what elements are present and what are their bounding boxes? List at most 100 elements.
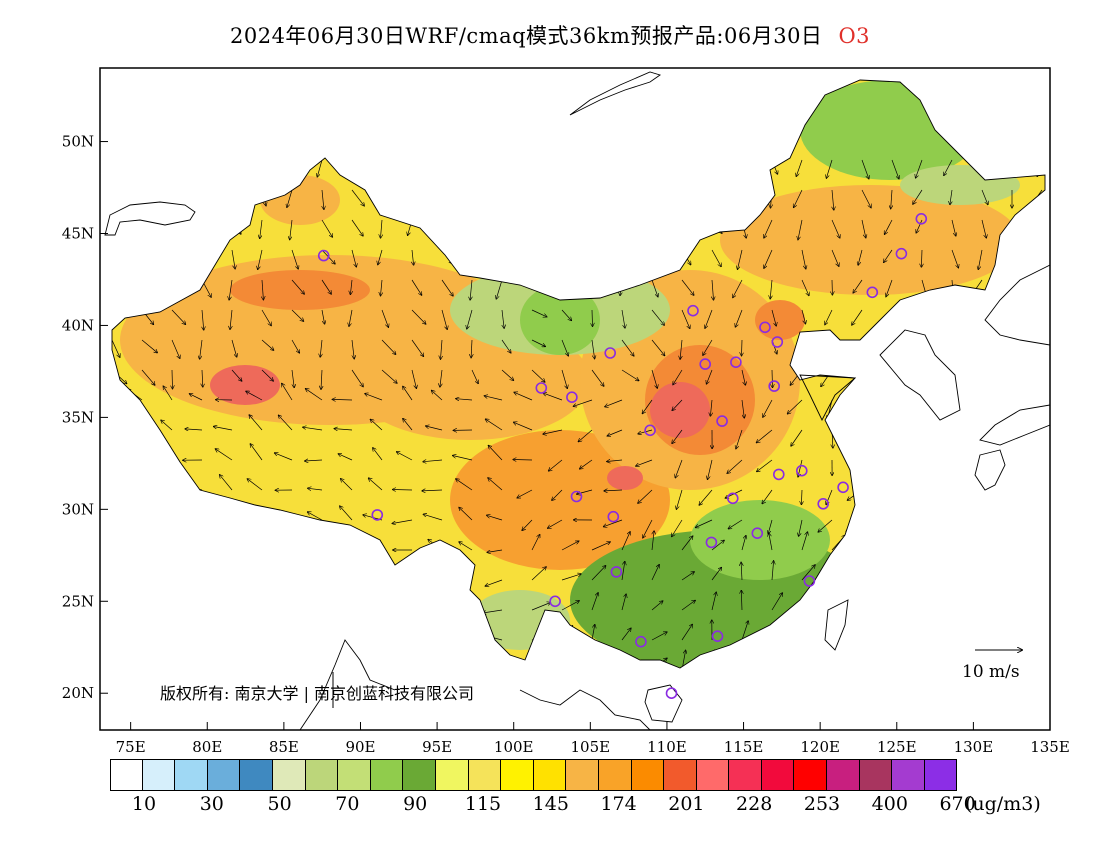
wind-arrow <box>861 159 869 179</box>
wind-arrow <box>757 429 773 443</box>
city-marker <box>817 497 830 510</box>
legend-swatch <box>305 759 339 791</box>
wind-arrow <box>381 339 396 354</box>
city-marker <box>730 356 742 369</box>
wind-arrow <box>261 339 274 350</box>
wind-arrow <box>578 429 593 442</box>
wind-arrow <box>549 459 563 471</box>
lat-tick-label: 30N <box>62 500 94 518</box>
wind-arrow <box>801 565 815 581</box>
wind-arrow <box>214 427 233 431</box>
wind-arrow <box>308 512 323 521</box>
lat-tick-label: 20N <box>62 684 94 702</box>
wind-arrow <box>951 219 956 236</box>
wind-arrow <box>826 489 833 505</box>
wind-arrow <box>291 249 298 269</box>
wind-arrow <box>604 490 623 491</box>
wind-arrow <box>741 399 744 418</box>
wind-arrow <box>769 533 773 551</box>
wind-arrow <box>171 339 180 358</box>
legend-swatch <box>403 759 436 791</box>
wind-arrow <box>393 490 413 491</box>
species-label: O3 <box>838 24 871 48</box>
wind-arrow <box>531 535 540 551</box>
lon-tick-label: 85E <box>269 738 299 756</box>
wind-arrow <box>141 339 157 353</box>
city-marker <box>535 382 548 394</box>
wind-arrow <box>741 621 748 641</box>
city-marker <box>607 510 620 523</box>
axis-ticks: 50N 45N 40N 35N 30N 25N 20N 75E 80E 85E 90E 95E 100E… <box>62 133 1070 756</box>
wind-arrow <box>798 219 803 240</box>
wind-arrow <box>913 189 923 204</box>
legend-swatch <box>924 759 958 791</box>
wind-arrow <box>591 369 604 386</box>
wind-arrow <box>561 541 579 551</box>
wind-arrow <box>411 309 426 324</box>
legend-label: 670 <box>939 793 976 815</box>
wind-arrow <box>577 489 593 494</box>
wind-arrow <box>369 478 383 491</box>
wind-arrow <box>703 339 713 355</box>
legend-swatch <box>207 759 241 791</box>
lon-tick-label: 120E <box>800 738 840 756</box>
wind-arrow <box>825 309 833 325</box>
wind-arrow <box>351 369 363 387</box>
legend-swatch <box>696 759 730 791</box>
wind-arrow <box>172 369 173 389</box>
lon-tick-label: 75E <box>116 738 146 756</box>
lat-tick-label: 25N <box>62 592 94 610</box>
wind-arrow <box>163 386 173 401</box>
legend-swatch <box>533 759 567 791</box>
wind-arrow <box>651 279 658 297</box>
wind-arrow <box>607 429 623 436</box>
wind-arrow <box>517 489 533 498</box>
wind-arrow <box>831 249 839 266</box>
city-marker <box>570 490 583 503</box>
lat-tick-label: 45N <box>62 225 94 243</box>
wind-arrow <box>884 249 893 262</box>
wind-arrow <box>711 592 716 611</box>
wind-arrow <box>423 460 443 462</box>
wind-arrow <box>365 394 383 401</box>
legend-swatch <box>664 759 697 791</box>
wind-arrow <box>185 429 203 430</box>
wind-arrow <box>486 419 503 431</box>
city-marker <box>716 415 728 427</box>
wind-arrow <box>531 369 545 382</box>
wind-arrow <box>681 572 694 581</box>
wind-arrow <box>321 309 325 324</box>
wind-arrow <box>853 279 863 293</box>
wind-arrow <box>852 309 863 325</box>
wind-arrow <box>651 339 665 356</box>
wind-arrow <box>200 339 203 359</box>
coastlines <box>104 71 1050 730</box>
wind-arrow <box>291 309 304 321</box>
wind-arrow <box>501 369 514 380</box>
legend-label: 400 <box>871 793 908 815</box>
wind-arrow <box>561 309 571 321</box>
city-marker <box>837 481 849 494</box>
wind-arrow <box>681 309 690 328</box>
wind-arrow <box>441 279 453 296</box>
lon-tick-label: 125E <box>877 738 917 756</box>
wind-arrow <box>672 429 683 443</box>
legend-label: 90 <box>403 793 428 815</box>
wind-arrow <box>621 594 626 611</box>
lon-tick-label: 130E <box>954 738 994 756</box>
lon-tick-label: 105E <box>571 738 611 756</box>
wind-arrow <box>681 279 694 295</box>
wind-arrow <box>801 489 802 505</box>
wind-arrow <box>321 369 322 389</box>
wind-arrow <box>791 429 803 446</box>
wind-arrow <box>412 249 414 265</box>
legend-swatch <box>142 759 176 791</box>
wind-arrow <box>580 459 593 469</box>
wind-arrow <box>573 399 593 406</box>
legend-label: 228 <box>736 793 773 815</box>
city-marker <box>371 509 384 521</box>
wind-arrow <box>397 452 413 461</box>
wind-arrow <box>381 219 383 238</box>
wind-arrow <box>291 279 304 294</box>
wind-arrow <box>621 628 631 641</box>
